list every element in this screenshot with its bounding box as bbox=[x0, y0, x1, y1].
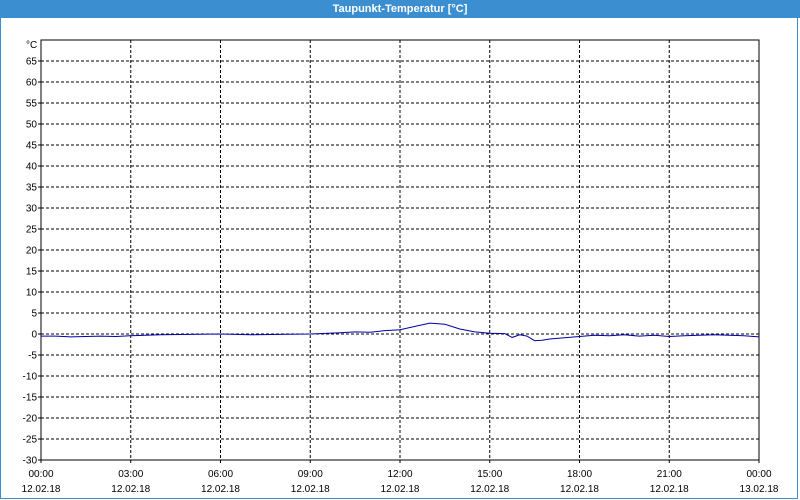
x-tick-date-label: 13.02.18 bbox=[740, 484, 779, 495]
y-tick-label: 10 bbox=[26, 288, 38, 299]
y-axis-ticks: 65605550454035302520151050-5-10-15-20-25… bbox=[23, 57, 41, 467]
y-tick-label: -5 bbox=[28, 351, 37, 362]
chart-frame bbox=[0, 18, 798, 499]
y-tick-label: 25 bbox=[26, 225, 38, 236]
chart-title: Taupunkt-Temperatur [°C] bbox=[0, 0, 800, 18]
y-tick-label: 30 bbox=[26, 204, 38, 215]
x-tick-date-label: 12.02.18 bbox=[560, 484, 599, 495]
y-tick-label: -20 bbox=[23, 414, 38, 425]
y-tick-label: -25 bbox=[23, 435, 38, 446]
y-axis-unit: °C bbox=[26, 40, 37, 51]
x-tick-date-label: 12.02.18 bbox=[22, 484, 61, 495]
x-axis-ticks: 00:00 12.02.18 03:00 12.02.18 06:00 12.02.18 0… bbox=[22, 460, 779, 495]
x-tick-date-label: 12.02.18 bbox=[291, 484, 330, 495]
x-tick-date-label: 12.02.18 bbox=[201, 484, 240, 495]
y-tick-label: -10 bbox=[23, 372, 38, 383]
y-tick-label: 60 bbox=[26, 78, 38, 89]
y-tick-label: -15 bbox=[23, 393, 38, 404]
y-tick-label: 55 bbox=[26, 99, 38, 110]
y-tick-label: 40 bbox=[26, 162, 38, 173]
y-tick-label: 5 bbox=[31, 309, 37, 320]
y-tick-label: 50 bbox=[26, 120, 38, 131]
x-tick-date-label: 12.02.18 bbox=[470, 484, 509, 495]
y-tick-label: 65 bbox=[26, 57, 38, 68]
x-tick-date-label: 12.02.18 bbox=[381, 484, 420, 495]
y-tick-label: 15 bbox=[26, 267, 38, 278]
y-tick-label: -30 bbox=[23, 456, 38, 467]
x-tick-time-label: 18:00 bbox=[567, 469, 592, 480]
x-tick-time-label: 09:00 bbox=[298, 469, 323, 480]
x-tick-time-label: 03:00 bbox=[118, 469, 143, 480]
grid-lines bbox=[41, 40, 759, 460]
x-tick-time-label: 00:00 bbox=[746, 469, 771, 480]
x-tick-date-label: 12.02.18 bbox=[650, 484, 689, 495]
series-line bbox=[41, 322, 760, 342]
x-tick-time-label: 00:00 bbox=[28, 469, 53, 480]
y-tick-label: 0 bbox=[31, 330, 37, 341]
x-tick-date-label: 12.02.18 bbox=[111, 484, 150, 495]
x-tick-time-label: 12:00 bbox=[387, 469, 412, 480]
y-tick-label: 45 bbox=[26, 141, 38, 152]
y-tick-label: 35 bbox=[26, 183, 38, 194]
x-tick-time-label: 15:00 bbox=[477, 469, 502, 480]
y-tick-label: 20 bbox=[26, 246, 38, 257]
x-tick-time-label: 21:00 bbox=[657, 469, 682, 480]
x-tick-time-label: 06:00 bbox=[208, 469, 233, 480]
